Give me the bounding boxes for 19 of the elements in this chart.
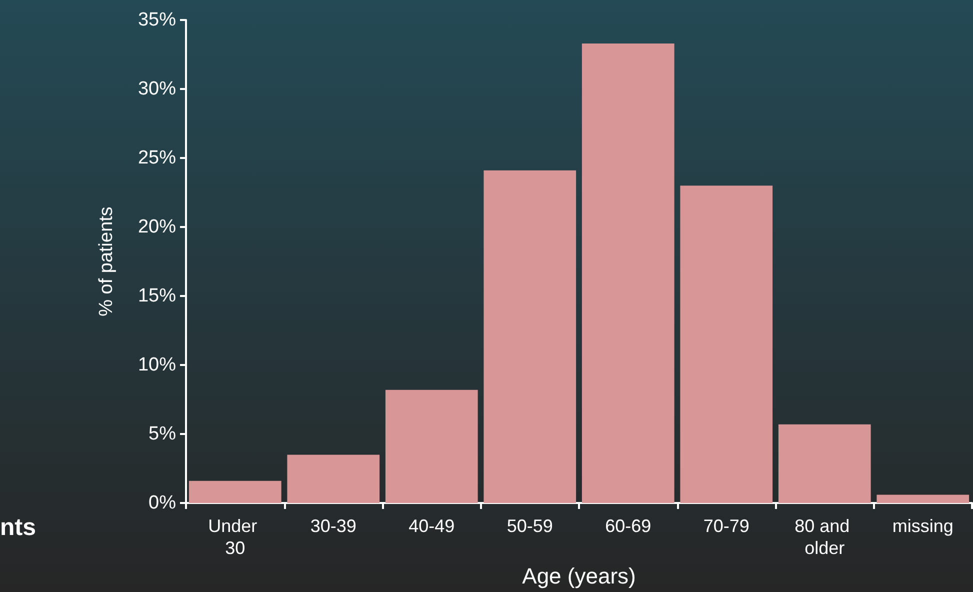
x-tick-label: Under 30 [208,516,262,558]
y-tick-label: 35% [138,10,176,30]
y-tick-label: 15% [138,286,176,306]
x-axis-title: Age (years) [522,564,636,588]
y-tick-label: 25% [138,148,176,168]
x-tick-label: 50-59 [506,516,553,536]
y-tick-label: 30% [138,78,176,100]
x-tick-label: 30-39 [310,516,356,536]
x-tick-label: missing [892,516,954,536]
text: nts [0,514,36,542]
x-tick-label: 80 and older [794,516,855,558]
y-tick-label: 5% [148,424,176,444]
x-tick-label: 70-79 [703,516,750,536]
x-tick-label: 60-69 [605,516,652,536]
y-axis-title: % of patients [96,206,117,316]
y-tick-label: 20% [138,216,176,238]
x-tick-label: 40-49 [408,516,455,536]
y-tick-label: 0% [148,492,176,514]
y-tick-label: 10% [138,354,176,376]
